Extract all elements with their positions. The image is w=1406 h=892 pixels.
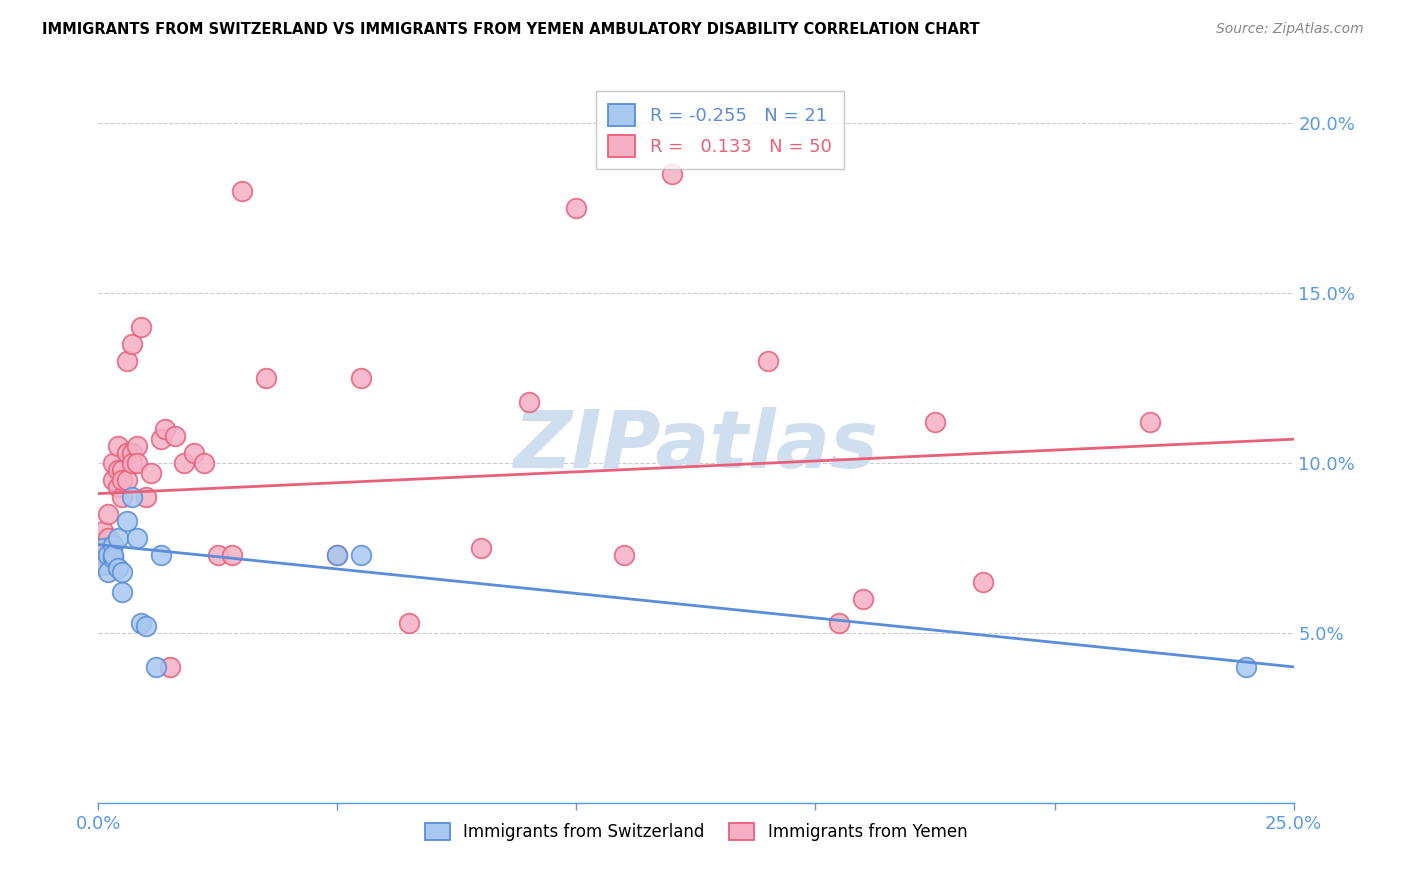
Point xyxy=(101,537,124,551)
Point xyxy=(254,371,277,385)
Point xyxy=(565,201,588,215)
Point xyxy=(125,531,148,545)
Point xyxy=(145,660,167,674)
Point xyxy=(183,446,205,460)
Point xyxy=(613,548,636,562)
Point xyxy=(115,473,138,487)
Point xyxy=(221,548,243,562)
Point xyxy=(398,615,420,630)
Point xyxy=(173,456,195,470)
Point xyxy=(326,548,349,562)
Point xyxy=(159,660,181,674)
Point xyxy=(97,565,120,579)
Point xyxy=(111,585,134,599)
Point xyxy=(111,463,134,477)
Point xyxy=(1139,415,1161,429)
Point xyxy=(131,320,153,334)
Point xyxy=(91,558,114,572)
Point xyxy=(350,548,373,562)
Point xyxy=(756,354,779,368)
Point xyxy=(135,490,157,504)
Point xyxy=(107,480,129,494)
Point xyxy=(107,531,129,545)
Point xyxy=(91,541,114,555)
Point xyxy=(517,394,540,409)
Point xyxy=(155,422,177,436)
Point xyxy=(149,432,172,446)
Point xyxy=(111,490,134,504)
Point xyxy=(121,490,143,504)
Point xyxy=(121,446,143,460)
Point xyxy=(101,548,124,562)
Point xyxy=(97,507,120,521)
Point xyxy=(97,548,120,562)
Point xyxy=(828,615,851,630)
Point xyxy=(193,456,215,470)
Point xyxy=(111,473,134,487)
Point xyxy=(326,548,349,562)
Point xyxy=(107,439,129,453)
Point xyxy=(972,574,994,589)
Point xyxy=(350,371,373,385)
Point xyxy=(661,167,683,181)
Point xyxy=(121,337,143,351)
Point xyxy=(149,548,172,562)
Point xyxy=(115,354,138,368)
Point xyxy=(97,531,120,545)
Point xyxy=(139,466,162,480)
Point xyxy=(91,541,114,555)
Point xyxy=(852,591,875,606)
Point xyxy=(101,551,124,566)
Point xyxy=(111,565,134,579)
Text: IMMIGRANTS FROM SWITZERLAND VS IMMIGRANTS FROM YEMEN AMBULATORY DISABILITY CORRE: IMMIGRANTS FROM SWITZERLAND VS IMMIGRANT… xyxy=(42,22,980,37)
Point xyxy=(231,184,253,198)
Point xyxy=(131,615,153,630)
Point xyxy=(91,548,114,562)
Point xyxy=(97,548,120,562)
Point xyxy=(924,415,946,429)
Text: ZIPatlas: ZIPatlas xyxy=(513,407,879,485)
Point xyxy=(115,514,138,528)
Point xyxy=(207,548,229,562)
Point xyxy=(125,439,148,453)
Point xyxy=(91,524,114,538)
Point xyxy=(163,429,186,443)
Point xyxy=(101,473,124,487)
Point xyxy=(121,456,143,470)
Point xyxy=(135,619,157,633)
Point xyxy=(107,463,129,477)
Point xyxy=(470,541,492,555)
Point xyxy=(115,446,138,460)
Point xyxy=(101,456,124,470)
Point xyxy=(1234,660,1257,674)
Text: Source: ZipAtlas.com: Source: ZipAtlas.com xyxy=(1216,22,1364,37)
Point xyxy=(125,456,148,470)
Point xyxy=(107,561,129,575)
Legend: Immigrants from Switzerland, Immigrants from Yemen: Immigrants from Switzerland, Immigrants … xyxy=(418,816,974,848)
